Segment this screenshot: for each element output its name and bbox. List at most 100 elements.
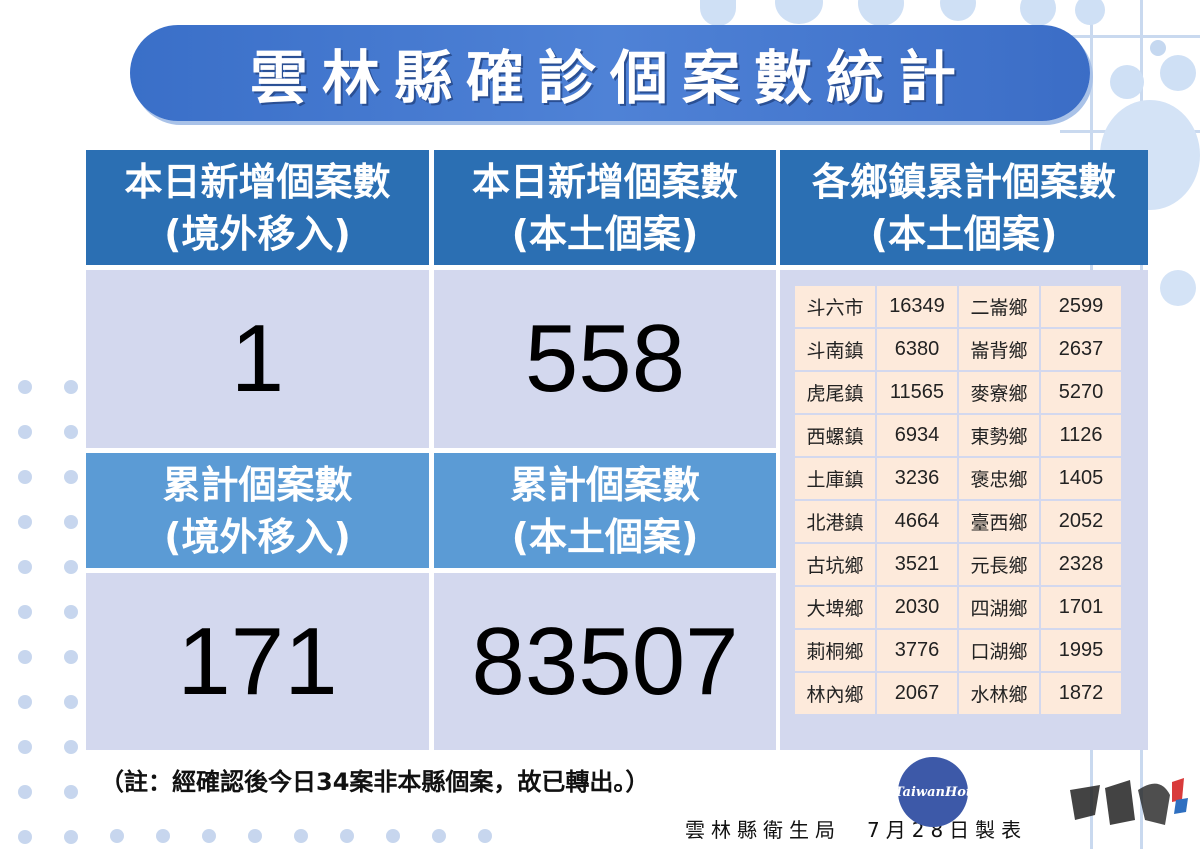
town-count: 6380	[877, 329, 957, 370]
decor-dot	[64, 740, 78, 754]
town-name: 莿桐鄉	[795, 630, 875, 671]
decor-dot	[64, 515, 78, 529]
decor-dot	[18, 830, 32, 844]
town-count: 2067	[877, 673, 957, 714]
decor-dot	[156, 829, 170, 843]
decor-dot	[294, 829, 308, 843]
decor-dot	[64, 785, 78, 799]
page-title: 雲林縣確診個案數統計	[249, 44, 970, 112]
header-cum-imported: 累計個案數 (境外移入)	[86, 453, 429, 568]
decor-dot	[18, 740, 32, 754]
decor-dot	[18, 425, 32, 439]
decor-dot	[386, 829, 400, 843]
town-row: 土庫鎮 3236 褒忠鄉 1405	[795, 458, 1121, 499]
footnote: （註：經確認後今日34案非本縣個案，故已轉出。）	[100, 768, 650, 796]
decor-dot	[64, 605, 78, 619]
decor-dot	[64, 380, 78, 394]
decor-dot	[202, 829, 216, 843]
title-banner: 雲林縣確診個案數統計	[130, 25, 1090, 121]
town-count: 16349	[877, 286, 957, 327]
decor-dot	[64, 560, 78, 574]
town-name: 褒忠鄉	[959, 458, 1039, 499]
header-daily-imported-line2: (境外移入)	[164, 211, 351, 256]
taiwanhot-watermark-text: TaiwanHot	[894, 784, 972, 800]
town-count: 1701	[1041, 587, 1121, 628]
header-daily-local-line2: (本土個案)	[511, 211, 699, 256]
footer-credit: 雲林縣衛生局 7月28日製表	[685, 818, 1028, 842]
town-row: 斗南鎮 6380 崙背鄉 2637	[795, 329, 1121, 370]
decor-dot	[110, 829, 124, 843]
town-count: 1405	[1041, 458, 1121, 499]
value-cum-imported: 171	[177, 607, 338, 715]
decor-dot	[18, 605, 32, 619]
header-town-line2: (本土個案)	[870, 211, 1058, 256]
decor-dot	[64, 650, 78, 664]
decor-dot	[18, 560, 32, 574]
yunlin-logo	[1060, 770, 1190, 840]
town-count: 1126	[1041, 415, 1121, 456]
header-daily-local: 本日新增個案數 (本土個案)	[434, 150, 776, 265]
header-daily-local-line1: 本日新增個案數	[471, 159, 738, 204]
town-name: 斗南鎮	[795, 329, 875, 370]
value-daily-imported: 1	[230, 305, 285, 412]
town-name: 口湖鄉	[959, 630, 1039, 671]
decor-dot	[18, 785, 32, 799]
town-row: 古坑鄉 3521 元長鄉 2328	[795, 544, 1121, 585]
town-count: 2599	[1041, 286, 1121, 327]
town-count: 2637	[1041, 329, 1121, 370]
decor-dot	[18, 470, 32, 484]
header-cum-local-line2: (本土個案)	[511, 514, 699, 559]
town-name: 東勢鄉	[959, 415, 1039, 456]
decor-dot	[64, 425, 78, 439]
header-cum-imported-line1: 累計個案數	[162, 462, 353, 507]
header-cum-local-line1: 累計個案數	[509, 462, 700, 507]
header-town-cumulative: 各鄉鎮累計個案數 (本土個案)	[780, 150, 1148, 265]
decor-dot	[18, 695, 32, 709]
header-cum-imported-line2: (境外移入)	[164, 514, 351, 559]
town-count: 1872	[1041, 673, 1121, 714]
town-count: 1995	[1041, 630, 1121, 671]
town-name: 土庫鎮	[795, 458, 875, 499]
header-cum-local: 累計個案數 (本土個案)	[434, 453, 776, 568]
value-cum-local-cell: 83507	[434, 573, 776, 750]
town-name: 林內鄉	[795, 673, 875, 714]
value-daily-imported-cell: 1	[86, 270, 429, 448]
town-table: 斗六市 16349 二崙鄉 2599 斗南鎮 6380 崙背鄉 2637 虎尾鎮 11565 麥寮鄉…	[793, 284, 1123, 716]
decor-dot	[432, 829, 446, 843]
decor-dot	[18, 515, 32, 529]
town-count: 2328	[1041, 544, 1121, 585]
town-count: 2030	[877, 587, 957, 628]
town-count: 11565	[877, 372, 957, 413]
town-name: 古坑鄉	[795, 544, 875, 585]
town-name: 西螺鎮	[795, 415, 875, 456]
town-row: 莿桐鄉 3776 口湖鄉 1995	[795, 630, 1121, 671]
value-cum-local: 83507	[471, 607, 739, 715]
header-town-line1: 各鄉鎮累計個案數	[811, 159, 1116, 204]
town-name: 崙背鄉	[959, 329, 1039, 370]
town-count: 6934	[877, 415, 957, 456]
decor-dot	[64, 470, 78, 484]
value-cum-imported-cell: 171	[86, 573, 429, 750]
decor-dot	[18, 650, 32, 664]
town-name: 水林鄉	[959, 673, 1039, 714]
town-name: 四湖鄉	[959, 587, 1039, 628]
town-name: 北港鎮	[795, 501, 875, 542]
value-daily-local: 558	[524, 305, 686, 412]
town-row: 斗六市 16349 二崙鄉 2599	[795, 286, 1121, 327]
town-count: 4664	[877, 501, 957, 542]
decor-dot	[340, 829, 354, 843]
town-name: 大埤鄉	[795, 587, 875, 628]
header-daily-imported: 本日新增個案數 (境外移入)	[86, 150, 429, 265]
header-daily-imported-line1: 本日新增個案數	[124, 159, 391, 204]
town-count: 2052	[1041, 501, 1121, 542]
town-count: 3236	[877, 458, 957, 499]
town-row: 西螺鎮 6934 東勢鄉 1126	[795, 415, 1121, 456]
town-row: 虎尾鎮 11565 麥寮鄉 5270	[795, 372, 1121, 413]
decor-dot	[248, 829, 262, 843]
decor-dot	[18, 380, 32, 394]
value-daily-local-cell: 558	[434, 270, 776, 448]
town-name: 二崙鄉	[959, 286, 1039, 327]
town-count: 5270	[1041, 372, 1121, 413]
town-count: 3776	[877, 630, 957, 671]
yunlin-logo-graphic	[1070, 778, 1188, 825]
